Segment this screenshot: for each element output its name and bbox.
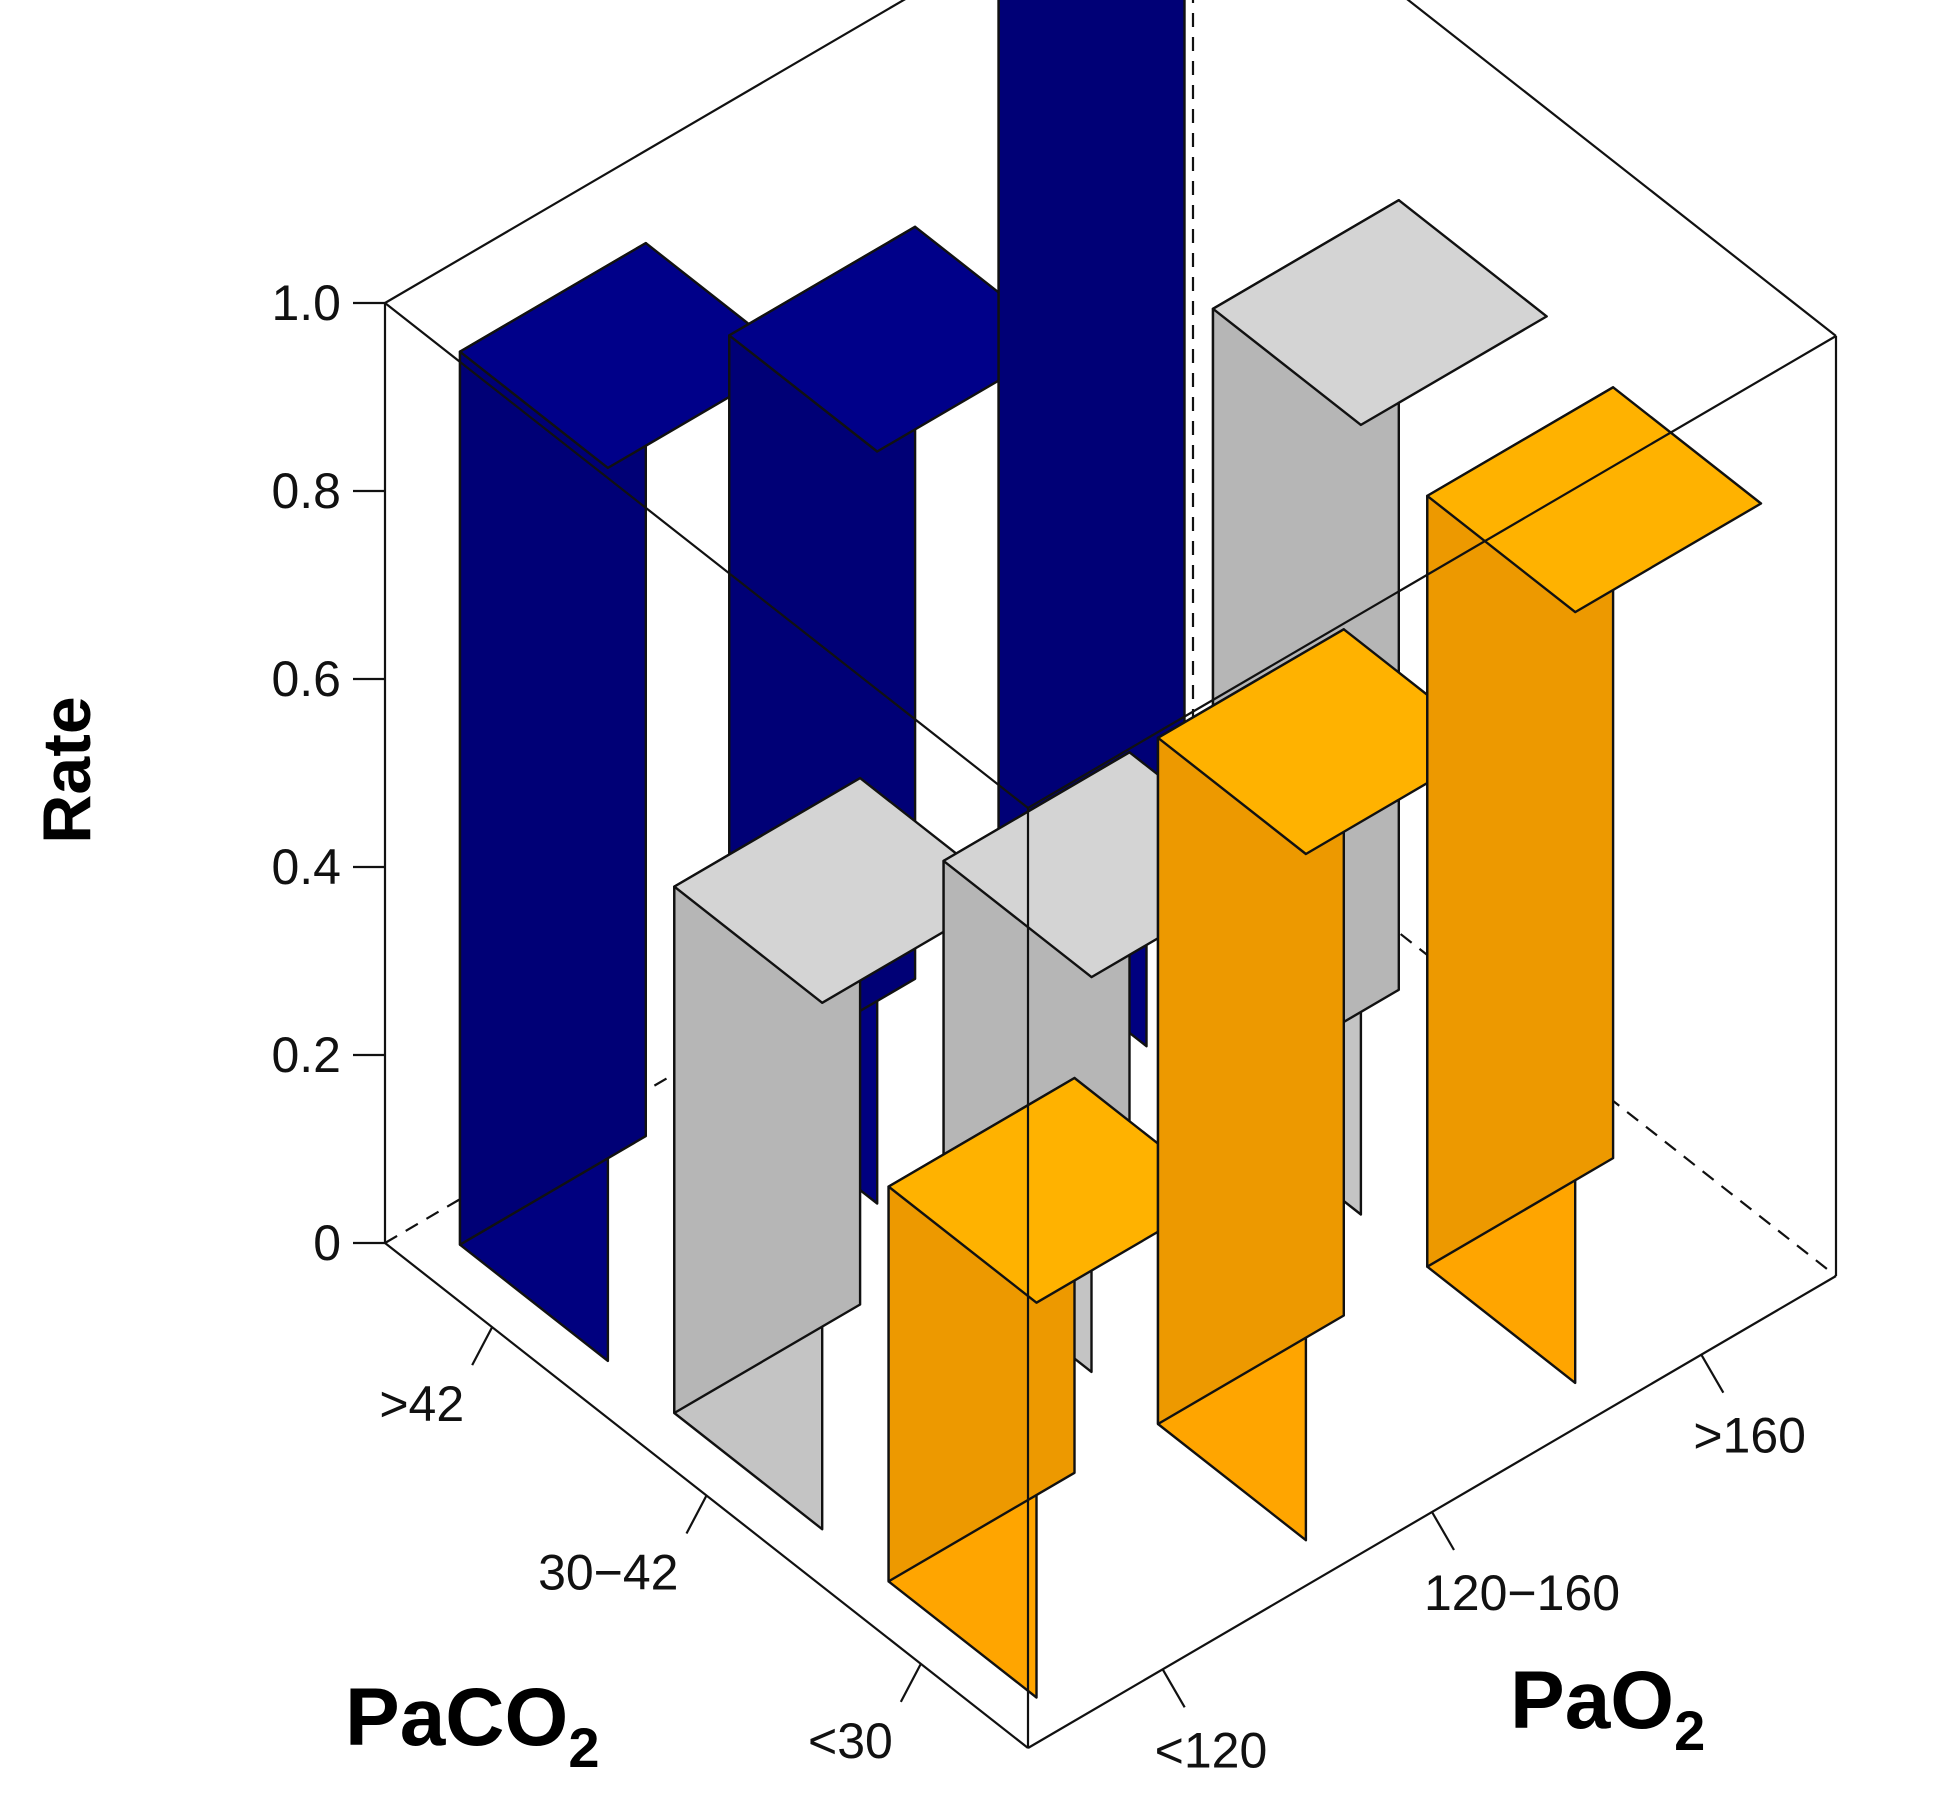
y-axis-title-main: PaO [1510,1655,1674,1746]
bar-face-top [1426,386,1763,614]
x-axis-title-main: PaCO [345,1672,568,1763]
top-front-right-edge [1027,335,1837,809]
x-tick-label: 30−42 [538,1545,678,1601]
y-tick-mark [1161,1668,1186,1708]
bars-group [458,0,1763,1699]
z-tick-label: 0.6 [271,651,341,707]
x-tick-label: <30 [808,1713,893,1769]
y-tick-mark [1700,1354,1725,1394]
x-tick-mark [471,1326,494,1366]
bar-<30->160 [1426,386,1763,1385]
y-tick-label: 120−160 [1424,1565,1620,1621]
bar-<30-120−160 [1156,628,1493,1542]
z-tick-label: 0.2 [271,1027,341,1083]
x-tick-label: >42 [379,1376,464,1432]
y-axis-title-sub: 2 [1674,1699,1705,1762]
z-tick-label: 0 [313,1215,341,1271]
x-axis-title-sub: 2 [568,1716,599,1779]
top-front-left-edge [384,302,1029,809]
z-tick-label: 0.4 [271,839,341,895]
y-axis-title: PaO2 [1510,1655,1705,1762]
y-tick-mark [1431,1511,1455,1551]
z-tick-label: 1.0 [271,275,341,331]
z-tick-label: 0.8 [271,463,341,519]
bar-face-top [1211,198,1548,427]
bar-30−42-<120 [673,776,1010,1531]
x-axis-title: PaCO2 [345,1672,599,1779]
z-axis-title: Rate [29,696,105,843]
y-tick-label: >160 [1693,1408,1806,1464]
y-tick-label: <120 [1155,1722,1268,1778]
x-tick-mark [685,1494,708,1535]
top-back-left-edge [384,0,906,304]
ticks-group: 0 0.2 0.4 0.6 0.8 1.0 >42 30−42 <30 <120 120−160 >1… [271,275,1805,1778]
top-back-right-edge [1406,0,1837,337]
x-tick-mark [899,1663,922,1703]
